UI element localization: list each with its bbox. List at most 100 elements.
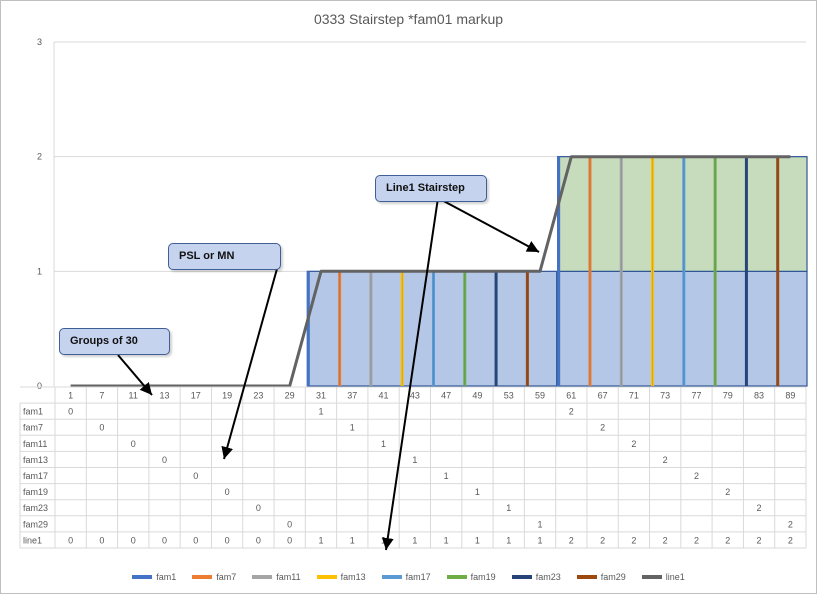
- data-label-fam19-49: 1: [475, 487, 480, 497]
- x-tick-label-77: 77: [691, 391, 701, 401]
- legend-item-fam7: fam7: [192, 572, 236, 582]
- data-label-line1-67: 2: [600, 535, 605, 545]
- x-tick-label-13: 13: [160, 391, 170, 401]
- x-tick-label-83: 83: [754, 391, 764, 401]
- data-label-line1-7: 0: [99, 535, 104, 545]
- data-label-fam7-67: 2: [600, 423, 605, 433]
- x-tick-label-23: 23: [253, 391, 263, 401]
- x-tick-label-37: 37: [347, 391, 357, 401]
- x-tick-label-1: 1: [68, 391, 73, 401]
- legend-label: fam11: [276, 572, 301, 582]
- data-label-line1-47: 1: [444, 535, 449, 545]
- data-label-line1-71: 2: [631, 535, 636, 545]
- table-row-label-fam19: fam19: [23, 487, 48, 497]
- data-label-fam13-13: 0: [162, 455, 167, 465]
- data-label-line1-19: 0: [225, 535, 230, 545]
- table-row-label-fam1: fam1: [23, 407, 43, 417]
- data-label-fam7-37: 1: [350, 423, 355, 433]
- table-row-label-fam17: fam17: [23, 471, 48, 481]
- data-label-line1-31: 1: [318, 535, 323, 545]
- data-label-line1-1: 0: [68, 535, 73, 545]
- bar-fam17-47: [432, 271, 435, 386]
- bar-fam7-67: [588, 156, 592, 386]
- data-label-fam1-31: 1: [318, 407, 323, 417]
- y-tick-label: 0: [37, 381, 42, 391]
- x-tick-label-59: 59: [535, 391, 545, 401]
- callout-arrow: [381, 197, 439, 551]
- bar-fam13-73: [651, 156, 655, 386]
- table-row-label-fam11: fam11: [23, 439, 47, 449]
- legend-swatch: [252, 575, 273, 579]
- data-label-fam11-71: 2: [631, 439, 636, 449]
- data-label-line1-73: 2: [663, 535, 668, 545]
- table-row-label-fam13: fam13: [23, 455, 48, 465]
- y-tick-label: 2: [37, 152, 42, 162]
- bar-fam29-59: [525, 271, 529, 386]
- x-tick-label-19: 19: [222, 391, 232, 401]
- legend-item-fam29: fam29: [576, 572, 626, 582]
- bar-fam11-71: [619, 156, 623, 386]
- x-tick-label-11: 11: [129, 391, 138, 401]
- legend-swatch: [192, 575, 213, 579]
- data-label-line1-17: 0: [193, 535, 198, 545]
- data-label-fam23-83: 2: [757, 503, 762, 513]
- data-label-fam29-29: 0: [287, 519, 292, 529]
- chart-title: 0333 Stairstep *fam01 markup: [313, 11, 504, 27]
- data-label-fam1-61: 2: [569, 407, 574, 417]
- data-label-fam13-73: 2: [663, 455, 668, 465]
- data-label-fam11-41: 1: [381, 439, 386, 449]
- x-tick-label-47: 47: [441, 391, 451, 401]
- legend-swatch: [316, 575, 337, 579]
- legend-label: fam1: [156, 572, 177, 582]
- legend-item-fam11: fam11: [252, 572, 301, 582]
- data-label-line1-29: 0: [287, 535, 292, 545]
- data-label-fam17-17: 0: [193, 471, 198, 481]
- data-label-line1-41: 1: [381, 535, 386, 545]
- series-line1: [70, 155, 791, 388]
- data-label-fam11-11: 0: [131, 439, 136, 449]
- legend-item-fam19: fam19: [446, 572, 496, 582]
- data-label-line1-77: 2: [694, 535, 699, 545]
- legend-swatch: [511, 575, 532, 579]
- callout-psl-or-mn: PSL or MN: [168, 243, 281, 270]
- x-tick-label-41: 41: [379, 391, 389, 401]
- x-tick-label-43: 43: [410, 391, 420, 401]
- data-label-line1-43: 1: [412, 535, 417, 545]
- legend-item-fam23: fam23: [511, 572, 561, 582]
- bar-fam29-89: [776, 156, 780, 386]
- data-label-line1-89: 2: [788, 535, 793, 545]
- bar-fam11-41: [369, 271, 373, 386]
- legend-swatch: [381, 575, 402, 579]
- data-label-fam29-89: 2: [788, 519, 793, 529]
- legend-item-fam1: fam1: [132, 572, 176, 582]
- legend-label: fam17: [405, 572, 431, 582]
- bar-fam13-43: [400, 271, 404, 386]
- x-tick-label-79: 79: [723, 391, 733, 401]
- legend-item-fam13: fam13: [316, 572, 366, 582]
- data-label-fam19-79: 2: [725, 487, 730, 497]
- data-label-fam23-23: 0: [256, 503, 261, 513]
- table-row-label-fam29: fam29: [23, 519, 48, 529]
- data-label-line1-11: 0: [131, 535, 136, 545]
- data-label-line1-37: 1: [350, 535, 355, 545]
- legend-swatch: [446, 575, 467, 579]
- callout-arrow: [221, 257, 281, 460]
- legend-label: fam23: [535, 572, 561, 582]
- legend-label: fam19: [470, 572, 496, 582]
- data-label-line1-59: 1: [538, 535, 543, 545]
- x-tick-label-61: 61: [566, 391, 576, 401]
- data-label-line1-83: 2: [757, 535, 762, 545]
- bar-fam23-83: [744, 156, 748, 386]
- data-label-line1-49: 1: [475, 535, 480, 545]
- data-label-fam13-43: 1: [412, 455, 417, 465]
- bar-fam23-53: [494, 271, 498, 386]
- chart-legend: fam1 fam7 fam11 fam13 fam17 fam19 fam23 fam29 li…: [0, 569, 817, 585]
- x-tick-label-7: 7: [99, 391, 104, 401]
- callout-groups-of-30: Groups of 30: [59, 328, 170, 355]
- callout-arrow: [117, 354, 153, 396]
- x-tick-label-53: 53: [504, 391, 514, 401]
- x-tick-label-17: 17: [191, 391, 201, 401]
- x-tick-label-49: 49: [472, 391, 482, 401]
- legend-label: fam29: [600, 572, 626, 582]
- data-label-line1-23: 0: [256, 535, 261, 545]
